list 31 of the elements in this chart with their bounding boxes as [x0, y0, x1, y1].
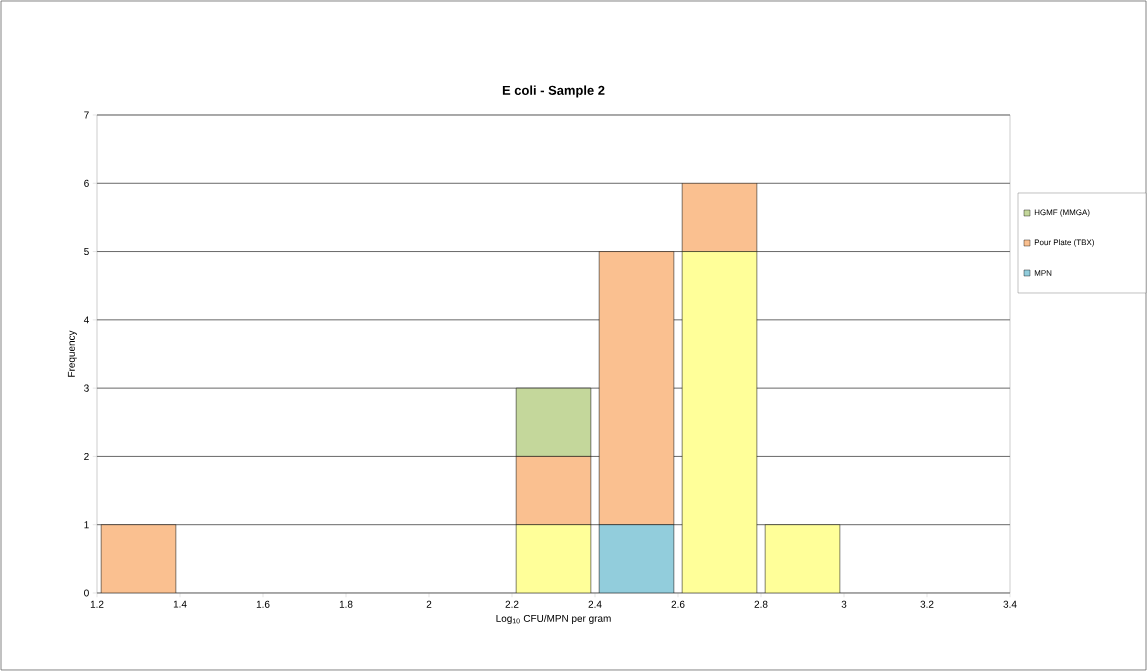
bar — [515, 456, 592, 525]
x-tick-label: 1.4 — [173, 600, 187, 608]
bar — [515, 524, 592, 593]
x-axis-title: Log$_{10}$ CFU/MPN per gram — [496, 614, 611, 624]
x-tick-label: 3 — [841, 600, 847, 608]
y-tick-label: 7 — [84, 111, 89, 119]
bar — [681, 183, 758, 252]
bar — [515, 387, 592, 457]
y-tick-label: 4 — [83, 316, 89, 324]
bar — [100, 524, 177, 593]
x-tick-label: 2 — [426, 600, 432, 608]
x-tick-label: 2.8 — [754, 600, 768, 608]
chart-title: E coli - Sample 2 — [502, 85, 605, 98]
x-tick-label: 1.6 — [256, 600, 270, 608]
x-tick-label: 1.2 — [90, 600, 104, 608]
x-tick-label: 2.6 — [671, 600, 685, 608]
y-tick-label: 3 — [84, 384, 89, 392]
y-axis-title: Frequency — [67, 330, 77, 377]
bar — [598, 251, 675, 525]
bar — [764, 524, 841, 593]
y-tick-label: 1 — [84, 521, 89, 529]
x-tick-label: 2.2 — [505, 600, 519, 608]
x-tick-label: 3.4 — [1003, 600, 1017, 608]
bar — [681, 251, 758, 593]
y-tick-label: 2 — [84, 452, 89, 460]
x-tick-label: 1.8 — [339, 600, 353, 608]
y-tick-label: 5 — [84, 248, 89, 256]
y-tick-label: 6 — [84, 179, 89, 187]
x-tick-label: 3.2 — [920, 600, 934, 608]
y-tick-label: 0 — [84, 589, 89, 597]
x-tick-label: 2.4 — [588, 600, 602, 608]
